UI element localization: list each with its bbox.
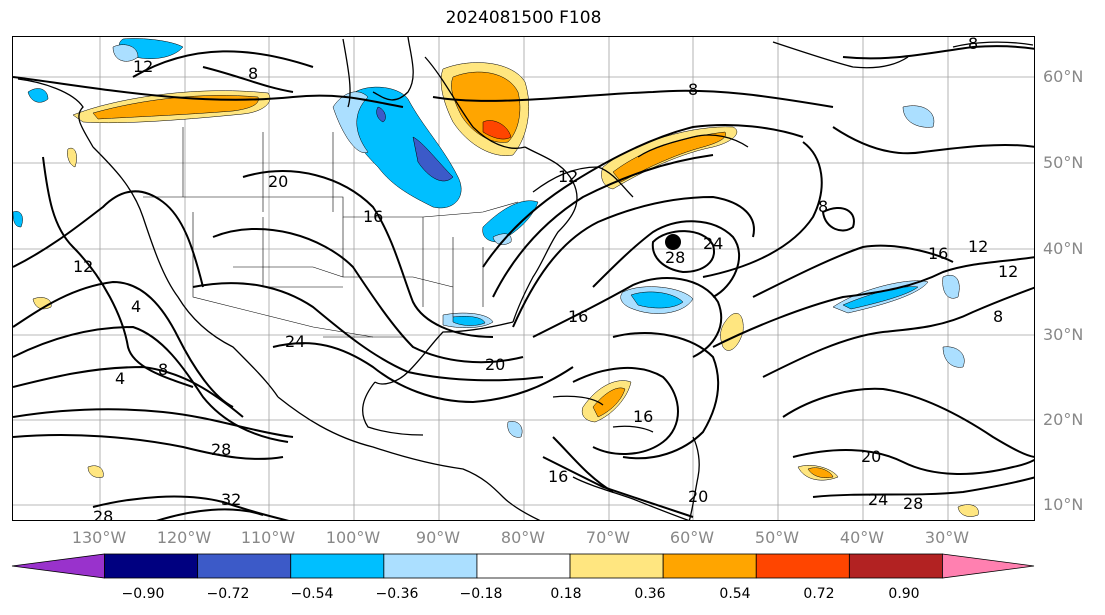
map-title: 2024081500 F108 [445,8,602,28]
contour-label: 28 [211,440,231,459]
colorbar-swatch [197,553,292,579]
colorbar-swatch [755,553,850,579]
map-panel: 12 8 20 16 12 8 8 12 16 24 28 24 16 20 4… [12,36,1035,521]
contour-label: 28 [665,248,685,267]
contour-label: 20 [861,447,881,466]
contour-label: 8 [993,307,1003,326]
political-borders [143,127,519,338]
lon-label: 30°W [924,528,970,547]
colorbar-extend-max [942,553,1035,579]
cyclone-center-marker [665,234,681,250]
colorbar-swatch [290,553,385,579]
contour-label: 8 [158,360,168,379]
colorbar-tick: −0.18 [459,586,503,602]
contour-label: 24 [868,490,888,509]
colorbar-tick: −0.36 [375,586,419,602]
contour-label: 16 [548,467,568,486]
colorbar-tick: 0.90 [888,586,920,602]
lon-label: 80°W [500,528,546,547]
colorbar-swatch [383,553,478,579]
colorbar-tick: −0.90 [121,586,165,602]
lat-label: 10°N [1043,495,1084,514]
colorbar-swatch [662,553,757,579]
lat-label: 30°N [1043,325,1084,344]
shaded-fields [13,38,979,517]
lon-label: 50°W [754,528,800,547]
contour-label: 12 [998,262,1018,281]
contour-label: 8 [818,197,828,216]
contour-label: 28 [903,494,923,513]
colorbar [11,553,1035,579]
lon-label: 90°W [415,528,461,547]
contour-label: 32 [221,490,241,509]
contour-label: 24 [285,332,305,351]
contour-label: 16 [928,244,948,263]
colorbar-tick: −0.54 [290,586,334,602]
contour-label: 12 [133,57,153,76]
contour-label-group: 12 8 20 16 12 8 8 12 16 24 28 24 16 20 4… [73,37,1018,521]
colorbar-swatch [104,553,199,579]
contour-label: 16 [633,407,653,426]
colorbar-segments [11,553,1035,579]
contour-label: 12 [968,237,988,256]
contour-lines [13,45,1034,520]
lon-label: 100°W [325,528,381,547]
contour-label: 8 [248,64,258,83]
contour-label: 24 [703,234,723,253]
lon-label: 60°W [669,528,715,547]
lon-label: 40°W [839,528,885,547]
colorbar-extend-min [11,553,105,579]
contour-label: 20 [688,487,708,506]
lon-label: 120°W [156,528,212,547]
contour-label: 8 [968,37,978,53]
contour-label: 4 [115,369,125,388]
lon-label: 130°W [71,528,127,547]
contour-label: 12 [558,167,578,186]
colorbar-tick: 0.72 [803,586,835,602]
contour-label: 28 [93,507,113,521]
colorbar-tick: 0.36 [634,586,666,602]
colorbar-swatch [848,553,943,579]
contour-label: 20 [268,172,288,191]
colorbar-tick: −0.72 [206,586,250,602]
lat-label: 20°N [1043,410,1084,429]
lon-label: 70°W [585,528,631,547]
colorbar-tick: 0.54 [719,586,751,602]
contour-label: 16 [363,207,383,226]
contour-label: 8 [688,80,698,99]
colorbar-swatch [476,553,571,579]
lat-label: 60°N [1043,67,1084,86]
lat-label: 50°N [1043,153,1084,172]
colorbar-swatch [569,553,664,579]
lat-label: 40°N [1043,239,1084,258]
lon-label: 110°W [240,528,296,547]
contour-label: 20 [485,355,505,374]
coastlines [17,37,1034,520]
map-canvas: 12 8 20 16 12 8 8 12 16 24 28 24 16 20 4… [13,37,1034,521]
contour-label: 12 [73,257,93,276]
contour-label: 16 [568,307,588,326]
contour-label: 4 [131,297,141,316]
colorbar-tick: 0.18 [550,586,582,602]
negative-field-hudson [345,86,462,209]
